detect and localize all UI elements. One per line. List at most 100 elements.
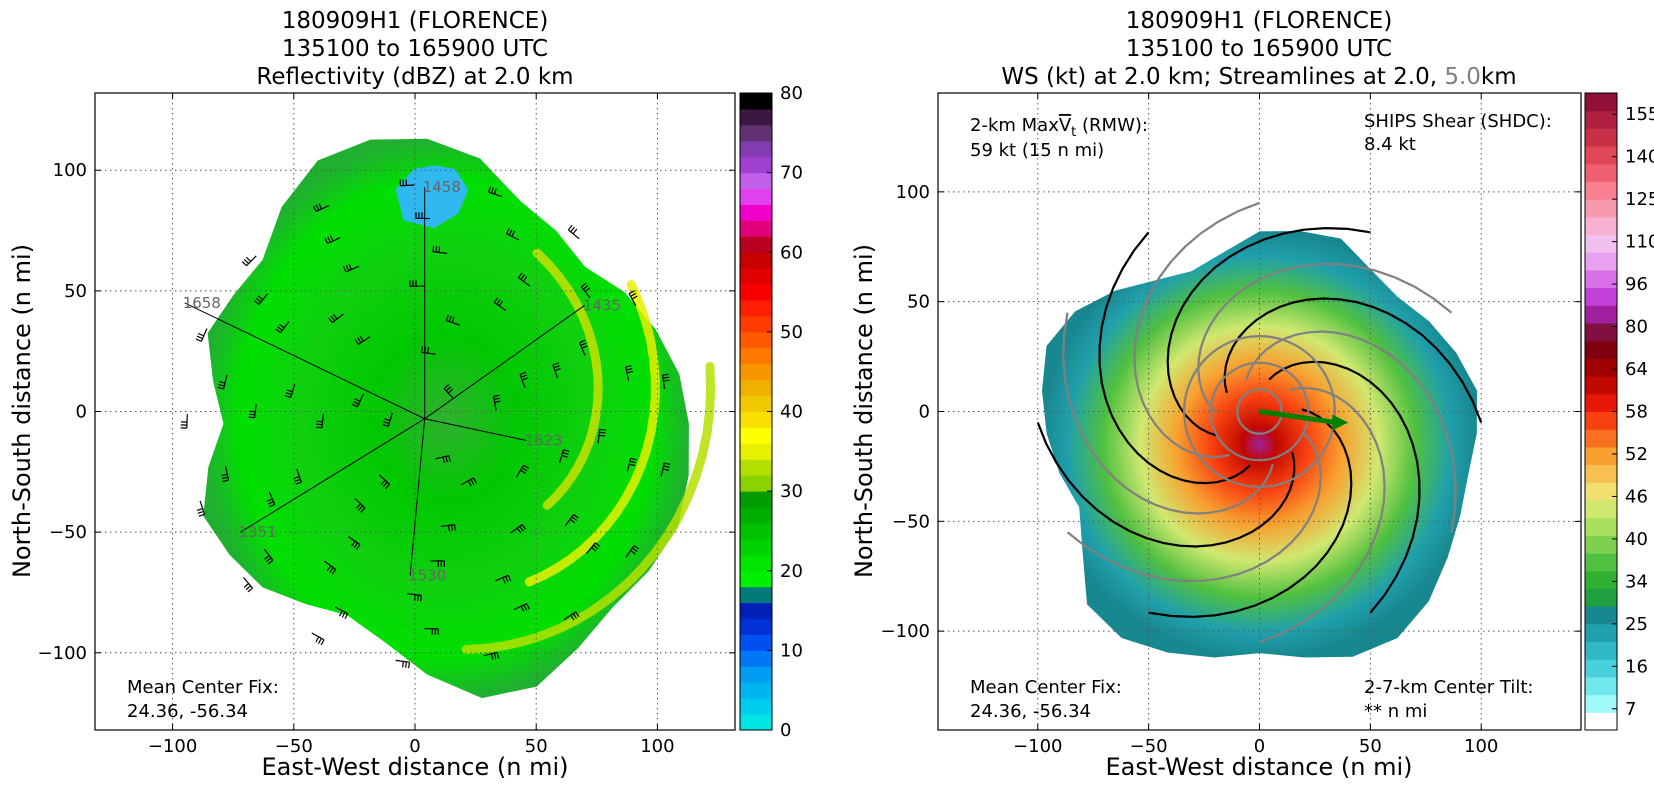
wind-barb-flag <box>519 525 524 532</box>
wind-barb-flag <box>419 595 422 602</box>
left-colorbar-label: 40 <box>780 402 803 423</box>
flight-leg <box>240 418 425 533</box>
wind-barb-flag <box>341 611 346 618</box>
wind-barb-staff <box>432 251 447 254</box>
wind-barb-staff <box>586 542 596 554</box>
wind-barb-flag <box>521 524 527 530</box>
wind-barbs <box>180 179 671 669</box>
wind-barb-flag <box>241 261 247 267</box>
wind-barb-flag <box>664 462 671 465</box>
wind-barb-flag <box>493 652 497 660</box>
right-ytick-label: 0 <box>919 402 930 423</box>
flight-leg-time-label: 1623 <box>525 431 563 449</box>
wind-barb-flag <box>355 503 361 509</box>
left-ytick-label: 50 <box>64 281 87 302</box>
wind-barb-staff <box>358 336 371 345</box>
wind-barb-staff <box>290 383 296 398</box>
wind-barb-staff <box>243 576 253 589</box>
wind-barb-flag <box>520 374 527 378</box>
wind-barb-flag <box>197 510 204 514</box>
left-xtick-label: 50 <box>525 736 548 757</box>
wind-barb-flag <box>561 454 568 458</box>
wind-barb-flag <box>351 403 358 408</box>
center-tilt-label: 2-7-km Center Tilt: <box>1364 677 1533 698</box>
wind-barb-flag <box>316 423 323 426</box>
left-title-line-2: 135100 to 165900 UTC <box>282 36 548 62</box>
wind-barb-flag <box>342 266 347 273</box>
right-colorbar-cell <box>1585 482 1617 501</box>
wind-barb-staff <box>400 184 415 187</box>
streamline <box>1066 431 1322 583</box>
wind-barb-flag <box>351 540 356 547</box>
left-colorbar-cell <box>740 188 772 205</box>
wind-barb-flag <box>359 335 364 342</box>
flight-leg-time-label: 1530 <box>408 567 446 585</box>
wind-barb-flag <box>505 576 509 583</box>
wind-barb-flag <box>353 400 359 405</box>
left-colorbar-cell <box>740 570 772 588</box>
wind-barb-staff <box>268 491 276 505</box>
right-xtick-label: −50 <box>1130 736 1168 757</box>
wind-barb-flag <box>354 398 361 402</box>
wind-barb-staff <box>199 500 206 515</box>
wind-barb-flag <box>598 434 606 437</box>
right-colorbar-cell <box>1585 694 1617 713</box>
wind-barb-flag <box>569 518 576 524</box>
right-colorbar-label: 34 <box>1625 571 1648 592</box>
flight-leg-time-label: 1435 <box>583 296 621 314</box>
left-colorbar-cell <box>740 475 772 492</box>
wind-barb-staff <box>495 574 509 582</box>
left-xtick-label: −100 <box>148 736 197 757</box>
wind-barb-flag <box>196 335 203 340</box>
wind-barb-flag <box>327 236 331 243</box>
left-colorbar-cell <box>740 507 772 524</box>
wind-barb-flag <box>196 507 203 512</box>
left-colorbar-cell <box>740 140 772 158</box>
right-ytick-label: 50 <box>907 292 930 313</box>
left-colorbar-cell <box>740 268 772 285</box>
left-colorbar-cell <box>740 204 772 221</box>
wind-barb-flag <box>507 574 512 581</box>
wind-barb-flag <box>332 313 338 320</box>
wind-barb-flag <box>221 473 228 477</box>
right-colorbar-cell <box>1585 499 1617 519</box>
wind-barb-flag <box>432 245 435 252</box>
right-colorbar-cell <box>1585 676 1617 696</box>
wind-barb-flag <box>448 525 450 532</box>
right-colorbar-cell <box>1585 163 1617 182</box>
max-wind-suffix: (RMW): <box>1076 115 1148 136</box>
left-ytick-label: −50 <box>49 522 87 543</box>
right-colorbar-cell <box>1585 659 1617 678</box>
right-axis-ticks: −100 −50 0 50 100 −100 −50 0 50 100 <box>881 93 1581 757</box>
right-colorbar-cell <box>1585 570 1617 589</box>
wind-barb-flag <box>516 527 522 534</box>
right-title-line-3-highlight: 5.0 <box>1444 64 1481 90</box>
wind-barb-flag <box>443 384 449 390</box>
wind-barb-flag <box>553 365 560 369</box>
left-y-axis-label: North-South distance (n mi) <box>8 244 36 578</box>
wind-barb-flag <box>496 652 500 659</box>
wind-barb-flag <box>356 544 361 550</box>
wind-barb-flag <box>451 316 455 323</box>
left-colorbar-cell <box>740 491 772 508</box>
left-xtick-label: 100 <box>640 736 674 757</box>
left-plot-area: 1458 1435 1658 1623 1351 1530 <box>95 93 735 730</box>
wind-barb-flag <box>268 503 275 508</box>
wind-barb-flag <box>631 547 638 552</box>
wind-barb-staff <box>435 455 450 460</box>
wind-barb-staff <box>510 524 523 534</box>
wind-barb-flag <box>572 613 578 619</box>
wind-barb-flag <box>247 587 253 593</box>
wind-barb-flag <box>348 263 352 270</box>
wind-barb-flag <box>413 594 416 601</box>
wind-barb-flag <box>424 346 426 353</box>
right-y-axis-label: North-South distance (n mi) <box>850 244 878 578</box>
right-colorbar-label: 58 <box>1625 402 1648 423</box>
wind-barb-staff <box>492 396 497 411</box>
wind-barb-flag <box>243 583 250 588</box>
wind-barb-staff <box>263 548 274 561</box>
left-center-fix-label: Mean Center Fix: <box>127 677 279 698</box>
right-x-axis-label: East-West distance (n mi) <box>1105 753 1412 781</box>
wind-barb-flag <box>222 479 229 483</box>
